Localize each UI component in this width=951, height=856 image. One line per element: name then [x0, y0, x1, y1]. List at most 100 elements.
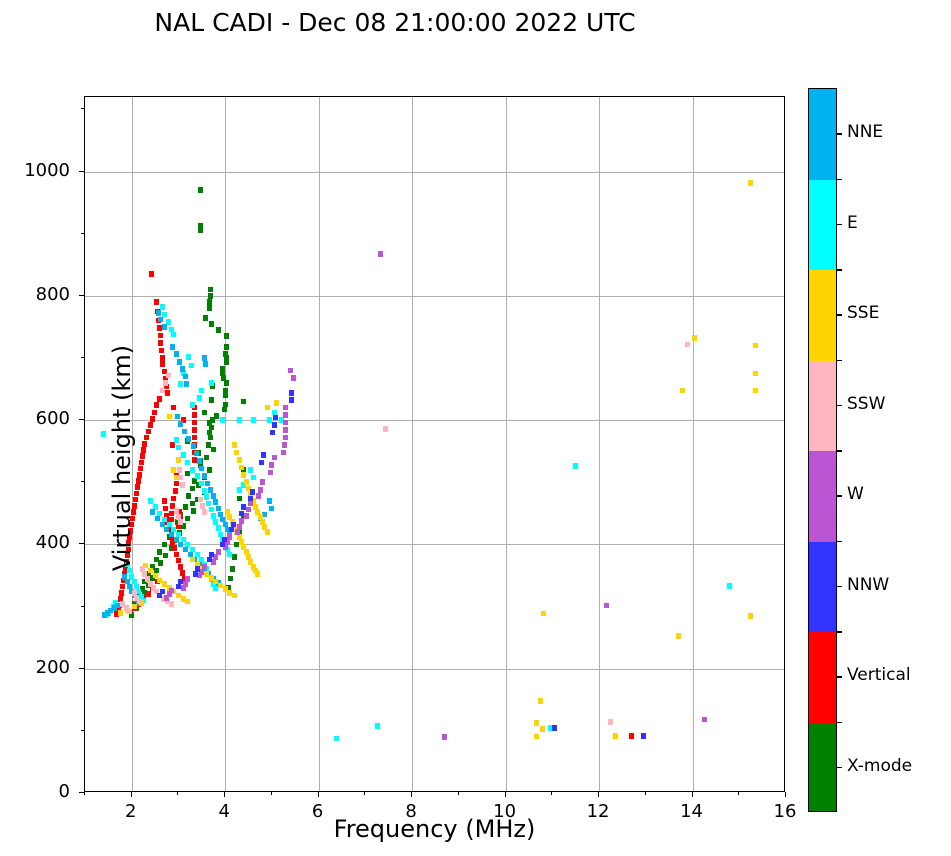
colorbar-boundary-tick: [836, 721, 842, 724]
data-point-ssw: [153, 588, 159, 595]
colorbar-segment-e[interactable]: [809, 179, 836, 271]
colorbar-center-tick: [836, 676, 842, 678]
colorbar-boundary-tick: [836, 631, 842, 633]
data-point-e: [201, 488, 207, 494]
data-point-nnw: [259, 459, 265, 466]
x-tick-label: 16: [773, 801, 797, 822]
data-point-ssw: [145, 576, 151, 582]
data-point-nne: [193, 450, 199, 457]
data-point-e: [213, 519, 219, 525]
data-point-w: [280, 449, 286, 456]
data-point-x-mode: [228, 575, 234, 582]
data-point-e: [236, 486, 242, 493]
data-point-sse: [246, 554, 252, 560]
colorbar-segment-nne[interactable]: [809, 89, 836, 181]
data-point-x-mode: [183, 504, 189, 510]
colorbar-segment-x-mode[interactable]: [809, 722, 836, 811]
data-point-nne: [150, 509, 156, 515]
data-point-e: [573, 463, 579, 469]
data-point-vertical: [191, 412, 197, 418]
x-tick-minor: [177, 792, 179, 795]
data-point-x-mode: [195, 450, 201, 456]
data-point-ssw: [382, 426, 388, 432]
data-point-x-mode: [157, 549, 163, 555]
data-point-e: [204, 494, 210, 500]
data-point-x-mode: [146, 571, 152, 578]
data-point-sse: [679, 387, 685, 394]
data-point-vertical: [160, 355, 166, 361]
data-point-nnw: [641, 733, 646, 739]
colorbar-segment-w[interactable]: [809, 451, 836, 543]
data-point-vertical: [191, 404, 197, 411]
data-point-e: [374, 723, 380, 729]
data-point-nne: [257, 515, 263, 522]
colorbar-boundary-tick: [836, 540, 842, 543]
data-point-e: [208, 380, 214, 386]
data-point-w: [282, 434, 288, 441]
data-point-sse: [232, 524, 238, 530]
data-point-nne: [206, 571, 212, 578]
data-point-x-mode: [203, 315, 209, 321]
data-point-nne: [102, 612, 108, 619]
data-point-sse: [218, 582, 224, 589]
data-point-sse: [274, 399, 280, 406]
data-point-nne: [154, 515, 160, 522]
plot-area[interactable]: [84, 96, 785, 792]
data-point-vertical: [154, 308, 160, 315]
y-tick-label: 400: [35, 532, 70, 554]
data-point-sse: [248, 559, 254, 565]
data-point-vertical: [166, 526, 172, 533]
data-point-ssw: [178, 474, 184, 481]
data-point-w: [199, 568, 205, 575]
data-point-e: [199, 387, 205, 394]
data-point-nne: [197, 561, 203, 568]
data-point-e: [213, 585, 219, 591]
colorbar-segment-ssw[interactable]: [809, 360, 836, 452]
data-point-ssw: [147, 581, 153, 587]
data-point-x-mode: [207, 434, 213, 441]
data-point-x-mode: [135, 593, 141, 600]
data-point-x-mode: [236, 495, 242, 502]
data-point-nne: [156, 310, 162, 317]
colorbar-label-nne: NNE: [847, 122, 884, 143]
data-point-x-mode: [180, 522, 186, 529]
data-point-sse: [250, 498, 256, 504]
data-point-ssw: [608, 719, 614, 725]
data-point-e: [147, 498, 153, 504]
data-point-e: [547, 724, 553, 731]
data-point-x-mode: [210, 446, 216, 453]
data-point-nne: [183, 546, 189, 553]
data-point-x-mode: [198, 227, 204, 234]
colorbar-segment-nnw[interactable]: [809, 541, 836, 633]
data-point-x-mode: [207, 286, 213, 293]
colorbar-label-ssw: SSW: [847, 393, 886, 414]
colorbar-segment-sse[interactable]: [809, 270, 836, 362]
data-point-x-mode: [176, 530, 182, 537]
data-point-nnw: [238, 510, 244, 517]
data-point-sse: [190, 556, 196, 563]
data-point-e: [138, 593, 144, 600]
data-point-ssw: [173, 508, 179, 514]
data-point-e: [173, 437, 179, 443]
data-point-nne: [175, 413, 181, 420]
data-point-e: [194, 551, 200, 558]
gridline-vertical: [599, 97, 601, 791]
colorbar-segment-vertical[interactable]: [809, 632, 836, 724]
gridline-vertical: [318, 97, 320, 791]
y-tick-minor: [81, 108, 84, 110]
data-point-x-mode: [206, 429, 212, 436]
colorbar[interactable]: [808, 88, 837, 812]
data-point-nnw: [289, 397, 295, 404]
data-point-vertical: [177, 564, 183, 570]
data-point-nnw: [208, 551, 214, 558]
data-point-x-mode: [202, 409, 208, 416]
data-point-w: [246, 506, 252, 513]
colorbar-center-tick: [836, 133, 842, 135]
gridline-vertical: [505, 97, 507, 791]
data-point-nne: [159, 521, 165, 528]
data-point-sse: [248, 491, 254, 498]
data-point-ssw: [139, 566, 145, 573]
data-point-sse: [171, 588, 177, 595]
data-point-e: [165, 319, 171, 325]
data-point-x-mode: [169, 526, 175, 533]
